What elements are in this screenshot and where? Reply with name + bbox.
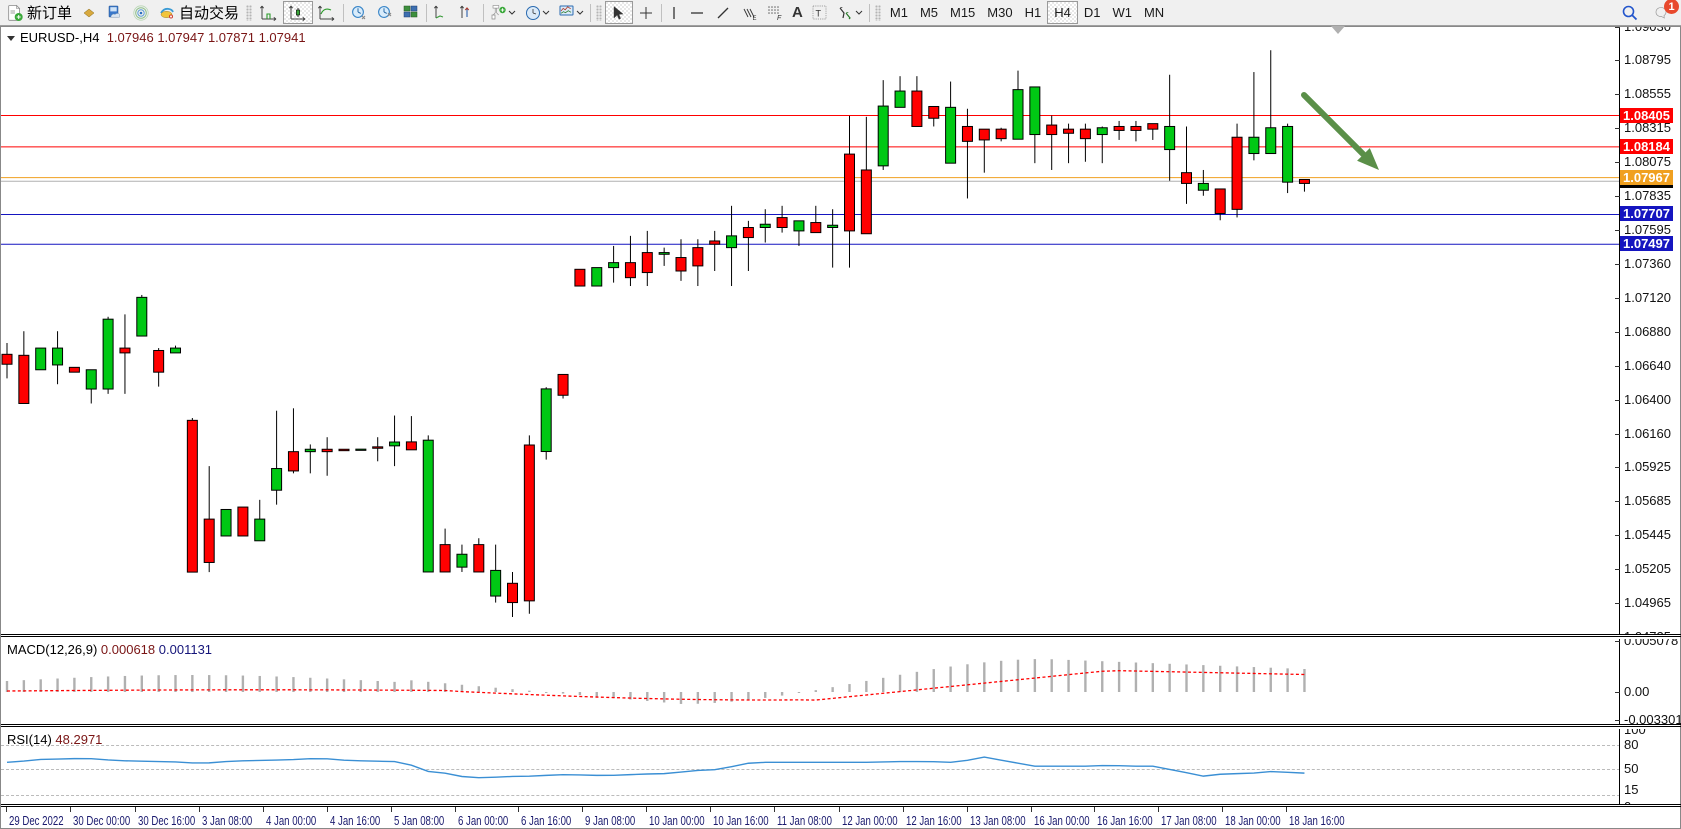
svg-text:T: T [815,8,821,18]
svg-text:F: F [777,15,782,22]
svg-text:E: E [753,16,757,22]
